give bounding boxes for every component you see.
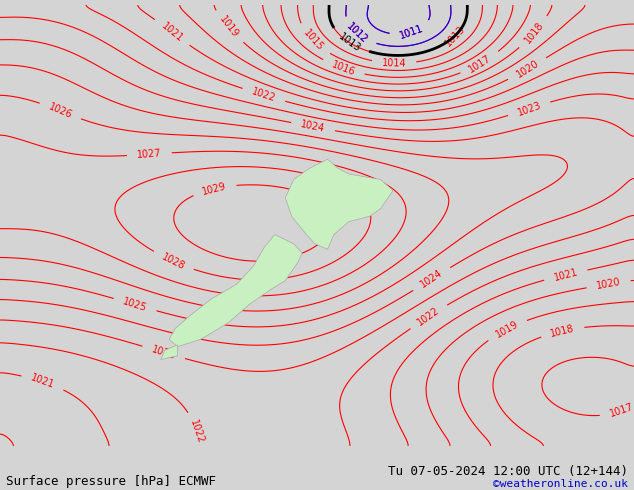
Text: 1024: 1024 xyxy=(300,119,326,134)
Text: 1015: 1015 xyxy=(301,28,325,53)
Text: 1011: 1011 xyxy=(398,24,425,41)
Text: 1019: 1019 xyxy=(217,14,240,40)
Text: 1018: 1018 xyxy=(522,20,546,45)
Text: 1023: 1023 xyxy=(150,344,177,361)
Text: 1012: 1012 xyxy=(345,22,370,46)
Polygon shape xyxy=(285,159,393,249)
Text: Surface pressure [hPa] ECMWF: Surface pressure [hPa] ECMWF xyxy=(6,474,216,488)
Text: 1029: 1029 xyxy=(202,181,228,196)
Text: 1028: 1028 xyxy=(160,251,186,271)
Text: 1016: 1016 xyxy=(330,59,356,77)
Text: 1014: 1014 xyxy=(382,58,406,69)
Text: 1023: 1023 xyxy=(516,100,543,118)
Polygon shape xyxy=(169,235,302,347)
Text: 1025: 1025 xyxy=(122,296,148,313)
Text: 1017: 1017 xyxy=(467,53,493,74)
Text: Tu 07-05-2024 12:00 UTC (12+144): Tu 07-05-2024 12:00 UTC (12+144) xyxy=(387,465,628,478)
Text: 1013: 1013 xyxy=(443,24,467,48)
Polygon shape xyxy=(160,345,178,360)
Text: 1021: 1021 xyxy=(30,373,56,391)
Text: 1021: 1021 xyxy=(552,267,579,283)
Text: ©weatheronline.co.uk: ©weatheronline.co.uk xyxy=(493,479,628,489)
Text: 1018: 1018 xyxy=(550,323,576,339)
Text: 1022: 1022 xyxy=(250,87,277,104)
Text: 1017: 1017 xyxy=(608,402,634,419)
Text: 1012: 1012 xyxy=(345,22,370,46)
Text: 1022: 1022 xyxy=(188,418,205,445)
Text: 1011: 1011 xyxy=(398,24,425,41)
Text: 1027: 1027 xyxy=(137,148,162,160)
Text: 1026: 1026 xyxy=(47,101,74,121)
Text: 1013: 1013 xyxy=(336,31,362,54)
Text: 1021: 1021 xyxy=(159,21,184,44)
Text: 1019: 1019 xyxy=(494,319,520,340)
Text: 1024: 1024 xyxy=(418,268,444,290)
Text: 1022: 1022 xyxy=(416,305,442,328)
Text: 1020: 1020 xyxy=(514,58,540,80)
Text: 1020: 1020 xyxy=(595,277,621,291)
